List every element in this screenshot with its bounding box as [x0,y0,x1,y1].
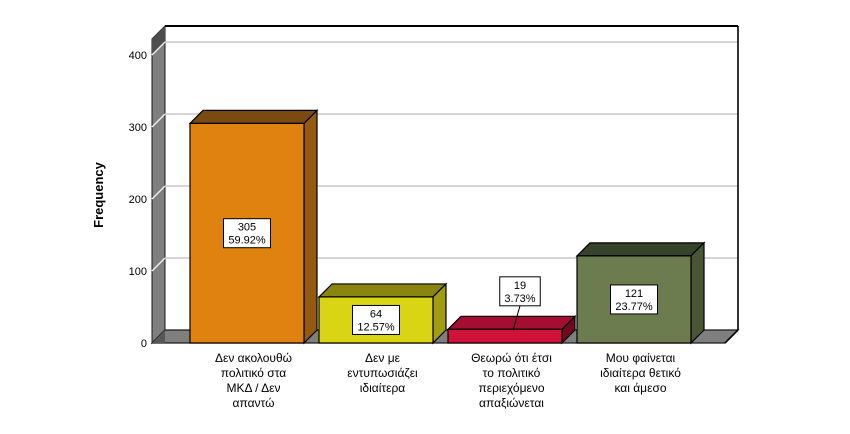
bar-percent-label-2: 12.57% [357,321,395,333]
y-axis-wall [151,24,166,345]
bar-count-label-2: 64 [370,308,382,320]
bar-1-side-face [303,108,318,345]
bar-data-label-box-4 [610,284,658,315]
y-tick-label-400: 400 [129,50,147,62]
y-tick-label-300: 300 [129,122,147,134]
bar-percent-label-3: 3.73% [504,293,535,305]
bar-3-front-face [447,328,563,344]
bar-data-label-box-3 [499,276,541,307]
y-tick-label-100: 100 [129,266,147,278]
y-tick-label-200: 200 [129,194,147,206]
bar-2-top-face [317,283,448,298]
bar-data-label-box-1 [223,218,271,249]
wall-top-cap [152,26,165,55]
y-tick-label-0: 0 [141,338,147,350]
bar-count-label-1: 305 [238,222,256,234]
bar-count-label-4: 121 [625,288,643,300]
bar-4-side-face [690,241,705,345]
y-axis-title: Frequency [91,161,106,228]
bar-3-top-face [446,315,577,330]
wall-grid-diagonal-400 [151,41,166,56]
x-category-label-4: Μου φαίνεται ιδιαίτερα θετικό και άμεσο [600,351,681,395]
x-category-label-1: Δεν ακολουθώ πολιτικό στα ΜΚΔ / Δεν απαντώ [215,351,292,410]
bar-count-label-3: 19 [514,280,526,292]
wall-floor-corner [152,330,165,343]
bar-1-top-face [188,109,319,125]
x-category-label-2: Δεν με εντυπωσιάζει ιδιαίτερα [347,351,418,395]
plot-frame-corner-diagonal [724,329,739,344]
bar-percent-label-1: 59.92% [228,235,266,247]
wall-grid-diagonal-300 [151,113,166,128]
bar-data-label-box-2 [352,304,400,335]
bar-percent-label-4: 23.77% [615,301,653,313]
wall-grid-diagonal-200 [151,185,166,200]
x-category-label-3: Θεωρώ ότι έτσι το πολιτικό περιεχόμενο απαξ… [471,351,552,410]
bar-4-top-face [575,242,706,257]
wall-grid-diagonal-100 [151,257,166,272]
label-callout-line-3 [512,305,521,331]
